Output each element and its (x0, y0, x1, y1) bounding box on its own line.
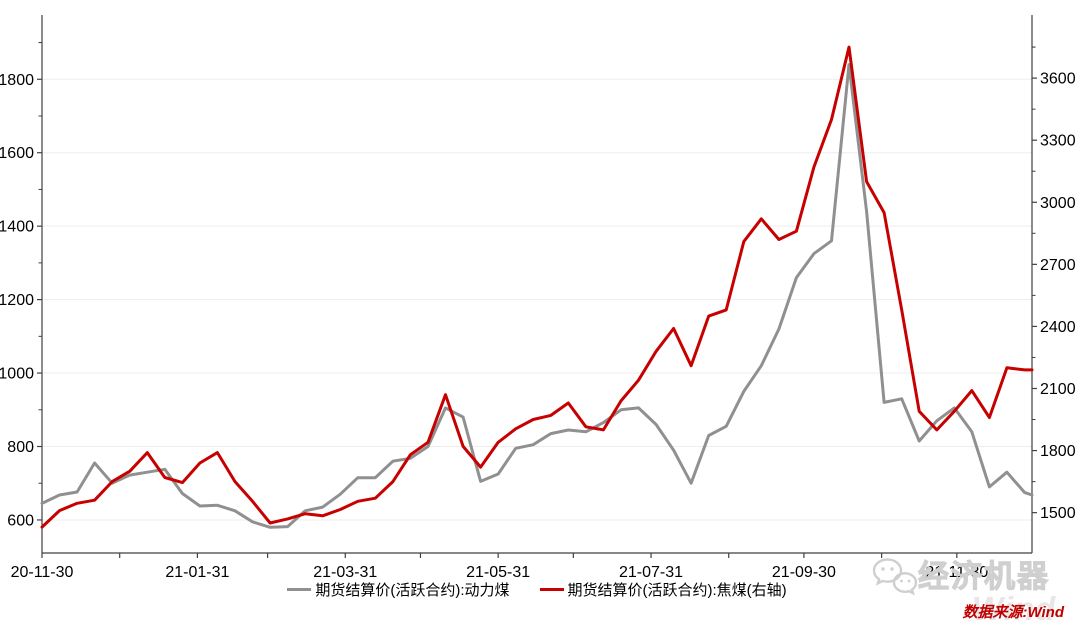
y-right-tick-label: 3000 (1040, 195, 1076, 212)
x-tick-label: 21-09-30 (772, 564, 836, 581)
legend-label-thermal-coal: 期货结算价(活跃合约):动力煤 (315, 582, 510, 599)
series-line-thermal-coal (40, 63, 1034, 529)
y-left-tick-label: 800 (7, 439, 34, 456)
legend-swatch-thermal-coal (287, 588, 312, 591)
chart-legend: 期货结算价(活跃合约):动力煤 期货结算价(活跃合约):焦煤(右轴) (42, 579, 1032, 600)
y-right-tick-label: 2700 (1040, 257, 1076, 274)
legend-item-thermal-coal: 期货结算价(活跃合约):动力煤 (287, 579, 510, 600)
y-left-tick-label: 1000 (0, 366, 34, 383)
data-source-note: 数据来源:Wind (962, 604, 1064, 621)
x-tick-label: 21-03-31 (313, 564, 377, 581)
legend-label-coking-coal: 期货结算价(活跃合约):焦煤(右轴) (567, 582, 787, 599)
x-tick-label: 21-05-31 (466, 564, 530, 581)
y-right-tick-label: 3600 (1040, 71, 1076, 88)
x-tick-label: 21-07-31 (619, 564, 683, 581)
x-tick-label: 20-11-30 (11, 564, 74, 581)
y-right-tick-label: 1500 (1040, 505, 1076, 522)
y-left-tick-label: 1800 (0, 72, 34, 89)
y-right-tick-label: 2400 (1040, 319, 1076, 336)
legend-item-coking-coal: 期货结算价(活跃合约):焦煤(右轴) (539, 579, 787, 600)
y-right-tick-label: 3300 (1040, 133, 1076, 150)
legend-swatch-coking-coal (539, 588, 564, 591)
y-left-tick-label: 1200 (0, 292, 34, 309)
x-tick-label: 21-01-31 (165, 564, 229, 581)
y-right-tick-label: 2100 (1040, 381, 1076, 398)
x-tick-label: 21-11-30 (925, 564, 988, 581)
y-left-tick-label: 1600 (0, 145, 34, 162)
series-line-coking-coal (40, 45, 1034, 529)
y-left-tick-label: 600 (7, 512, 34, 529)
y-left-tick-label: 1400 (0, 219, 34, 236)
y-right-tick-label: 1800 (1040, 443, 1076, 460)
